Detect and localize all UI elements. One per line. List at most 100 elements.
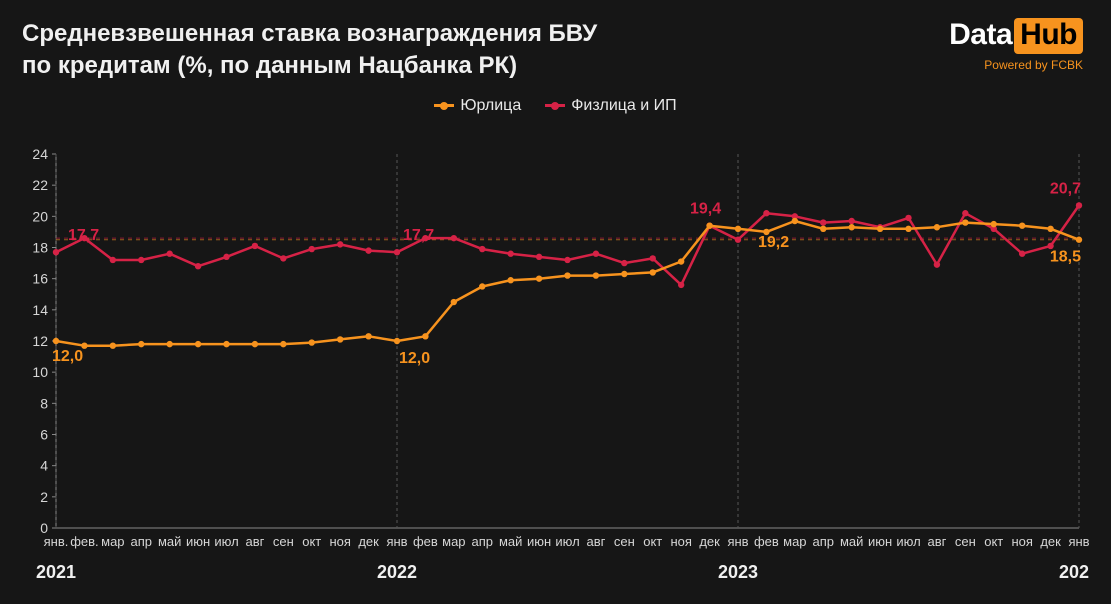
x-tick-label: июл	[896, 534, 920, 549]
series-marker-indiv	[536, 254, 542, 260]
series-marker-indiv	[848, 218, 854, 224]
y-tick-label: 6	[40, 427, 48, 443]
series-marker-legal	[678, 258, 684, 264]
series-marker-indiv	[280, 255, 286, 261]
header: Средневзвешенная ставка вознаграждения Б…	[0, 0, 1111, 87]
x-tick-label: авг	[927, 534, 946, 549]
x-tick-label: май	[158, 534, 181, 549]
series-marker-indiv	[564, 257, 570, 263]
y-tick-label: 24	[32, 148, 48, 162]
point-label: 18,5	[1050, 249, 1081, 266]
series-marker-legal	[1047, 226, 1053, 232]
x-tick-label: янв	[1068, 534, 1089, 549]
series-marker-indiv	[195, 263, 201, 269]
series-marker-legal	[394, 338, 400, 344]
series-marker-legal	[223, 341, 229, 347]
year-label: 2021	[36, 562, 76, 582]
title-line-2: по кредитам (%, по данным Нацбанка РК)	[22, 50, 597, 82]
x-tick-label: ноя	[670, 534, 691, 549]
x-tick-label: июл	[555, 534, 579, 549]
series-marker-indiv	[763, 210, 769, 216]
series-marker-legal	[650, 269, 656, 275]
series-marker-legal	[536, 275, 542, 281]
x-tick-label: дек	[699, 534, 720, 549]
series-marker-legal	[792, 218, 798, 224]
x-tick-label: сен	[955, 534, 976, 549]
series-marker-legal	[621, 271, 627, 277]
series-marker-indiv	[223, 254, 229, 260]
x-tick-label: апр	[131, 534, 153, 549]
brand-right: Hub	[1014, 18, 1083, 54]
y-tick-label: 8	[40, 395, 48, 411]
series-marker-legal	[252, 341, 258, 347]
legend-label-legal: Юрлица	[460, 97, 521, 115]
x-tick-label: апр	[472, 534, 494, 549]
y-tick-label: 2	[40, 489, 48, 505]
series-marker-indiv	[1076, 202, 1082, 208]
x-tick-label: май	[499, 534, 522, 549]
series-marker-indiv	[252, 243, 258, 249]
series-marker-indiv	[934, 261, 940, 267]
series-marker-indiv	[1019, 251, 1025, 257]
series-marker-indiv	[905, 215, 911, 221]
title-block: Средневзвешенная ставка вознаграждения Б…	[22, 18, 597, 83]
x-tick-label: окт	[984, 534, 1003, 549]
y-tick-label: 4	[40, 458, 48, 474]
x-tick-label: фев	[754, 534, 779, 549]
brand-left: Data	[949, 18, 1012, 52]
x-tick-label: июн	[186, 534, 210, 549]
series-marker-legal	[991, 221, 997, 227]
legend-swatch-indiv	[545, 104, 565, 107]
legend-item-legal: Юрлица	[434, 97, 521, 115]
series-marker-indiv	[621, 260, 627, 266]
series-marker-legal	[53, 338, 59, 344]
series-marker-indiv	[650, 255, 656, 261]
series-marker-legal	[365, 333, 371, 339]
series-marker-legal	[1019, 222, 1025, 228]
point-label: 19,4	[690, 201, 721, 218]
series-marker-legal	[507, 277, 513, 283]
y-tick-label: 10	[32, 364, 48, 380]
series-marker-legal	[280, 341, 286, 347]
year-label: 2023	[718, 562, 758, 582]
year-label: 2022	[377, 562, 417, 582]
y-tick-label: 12	[32, 333, 48, 349]
x-tick-label: мар	[783, 534, 806, 549]
series-marker-legal	[451, 299, 457, 305]
series-marker-indiv	[110, 257, 116, 263]
point-label: 12,0	[399, 350, 430, 367]
series-marker-indiv	[678, 282, 684, 288]
series-marker-indiv	[53, 249, 59, 255]
x-tick-label: ноя	[1011, 534, 1032, 549]
series-marker-indiv	[309, 246, 315, 252]
legend-label-indiv: Физлица и ИП	[571, 97, 676, 115]
x-tick-label: дек	[358, 534, 379, 549]
brand-block: Data Hub Powered by FCBK	[949, 18, 1083, 72]
x-tick-label: окт	[643, 534, 662, 549]
x-tick-label: янв.	[44, 534, 69, 549]
series-marker-legal	[195, 341, 201, 347]
x-tick-label: авг	[586, 534, 605, 549]
series-marker-indiv	[735, 237, 741, 243]
series-marker-legal	[962, 219, 968, 225]
series-marker-legal	[905, 226, 911, 232]
series-marker-legal	[138, 341, 144, 347]
x-tick-label: мар	[101, 534, 124, 549]
x-tick-label: май	[840, 534, 863, 549]
y-tick-label: 20	[32, 208, 48, 224]
series-marker-legal	[564, 272, 570, 278]
title-line-1: Средневзвешенная ставка вознаграждения Б…	[22, 18, 597, 50]
series-marker-legal	[110, 342, 116, 348]
brand-subtitle: Powered by FCBK	[984, 58, 1083, 72]
series-marker-legal	[934, 224, 940, 230]
series-marker-legal	[593, 272, 599, 278]
year-label: 2024	[1059, 562, 1089, 582]
series-marker-indiv	[593, 251, 599, 257]
x-tick-label: фев	[413, 534, 438, 549]
point-label: 17,7	[68, 227, 99, 244]
x-tick-label: сен	[273, 534, 294, 549]
series-marker-legal	[337, 336, 343, 342]
series-marker-indiv	[507, 251, 513, 257]
series-marker-indiv	[451, 235, 457, 241]
brand-logo: Data Hub	[949, 18, 1083, 54]
